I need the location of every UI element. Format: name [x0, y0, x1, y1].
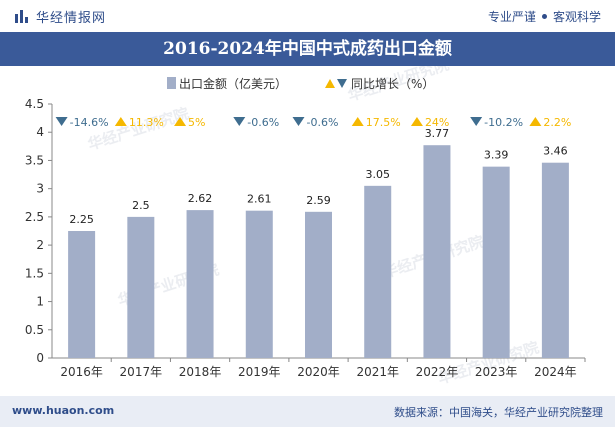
growth-label: 5%	[188, 116, 205, 129]
y-tick-label: 2	[36, 238, 44, 252]
bar	[482, 166, 510, 358]
bar-chart-icon	[14, 9, 30, 25]
x-tick-label: 2016年	[60, 365, 103, 379]
legend-bar-swatch	[167, 77, 176, 89]
bar	[541, 162, 569, 358]
x-tick-label: 2019年	[238, 365, 281, 379]
up-triangle-icon	[114, 117, 127, 126]
svg-text:华经产业研究院: 华经产业研究院	[86, 104, 191, 154]
brand: 华经情报网	[14, 7, 106, 26]
up-triangle-icon	[351, 117, 364, 126]
x-tick-label: 2018年	[179, 365, 222, 379]
down-triangle-icon	[55, 117, 68, 126]
bar-value-label: 3.46	[543, 145, 568, 158]
down-triangle-icon	[233, 117, 246, 126]
growth-label: 11.3%	[129, 116, 164, 129]
growth-label: -14.6%	[70, 116, 109, 129]
x-axis: 2016年 2017年 2018年 2019年 2020年 2021年 2022年 2023年…	[60, 358, 586, 379]
bar	[186, 210, 214, 358]
title-bar: 2016-2024年中国中式成药出口金额	[0, 32, 615, 66]
bar	[127, 216, 155, 358]
growth-label: 2.2%	[543, 116, 571, 129]
bars: 2.25 -14.6% 2.5 11.3% 2.62 5% 2.61 -0.6% 2.59 -0.…	[55, 116, 571, 358]
bar-value-label: 3.77	[425, 127, 450, 140]
y-tick-label: 3	[36, 182, 44, 196]
legend-label-amount: 出口金额（亿美元）	[179, 76, 287, 91]
up-triangle-icon	[529, 117, 542, 126]
bar	[245, 210, 273, 358]
bar	[364, 185, 392, 358]
x-tick-label: 2017年	[120, 365, 163, 379]
x-tick-label: 2023年	[475, 365, 518, 379]
tagline-right: 客观科学	[552, 10, 601, 24]
y-tick-label: 1	[36, 295, 44, 309]
y-tick-label: 4	[36, 125, 44, 139]
x-tick-label: 2022年	[416, 365, 459, 379]
legend-up-triangle-icon	[325, 79, 335, 88]
growth-label: 24%	[425, 116, 449, 129]
y-tick-label: 3.5	[25, 153, 44, 167]
y-tick-label: 2.5	[25, 210, 44, 224]
x-tick-label: 2021年	[356, 365, 399, 379]
y-tick-label: 1.5	[25, 266, 44, 280]
brand-name: 华经情报网	[36, 11, 107, 26]
bar	[305, 211, 332, 358]
bar-value-label: 3.05	[365, 168, 390, 181]
bar-value-label: 3.39	[484, 149, 509, 162]
x-tick-label: 2024年	[534, 365, 577, 379]
legend-down-triangle-icon	[337, 79, 347, 88]
y-tick-label: 0	[36, 351, 44, 365]
growth-label: 17.5%	[366, 116, 401, 129]
bar-value-label: 2.5	[132, 199, 150, 212]
bar-value-label: 2.25	[69, 213, 94, 226]
tagline: 专业严谨 客观科学	[488, 8, 601, 25]
growth-label: -0.6%	[307, 116, 339, 129]
bar	[68, 231, 96, 358]
y-tick-label: 4.5	[25, 97, 44, 111]
y-tick-label: 0.5	[25, 323, 44, 337]
growth-label: -10.2%	[484, 116, 523, 129]
bar-value-label: 2.62	[188, 192, 213, 205]
up-triangle-icon	[410, 117, 423, 126]
x-tick-label: 2020年	[297, 365, 340, 379]
source-note: 数据来源：中国海关，华经产业研究院整理	[394, 406, 603, 419]
up-triangle-icon	[174, 117, 187, 126]
down-triangle-icon	[470, 117, 483, 126]
growth-label: -0.6%	[247, 116, 279, 129]
website-link[interactable]: www.huaon.com	[12, 404, 115, 417]
dot-icon	[541, 14, 547, 19]
tagline-left: 专业严谨	[487, 10, 536, 24]
bar-value-label: 2.59	[306, 194, 331, 207]
bar-chart: 华经产业研究院 华经产业研究院 华经产业研究院 华经产业研究院 华经产业研究院 …	[25, 66, 586, 388]
top-bar: 华经情报网 专业严谨 客观科学	[0, 0, 615, 32]
chart-title: 2016-2024年中国中式成药出口金额	[163, 39, 452, 59]
down-triangle-icon	[292, 117, 305, 126]
legend: 出口金额（亿美元） 同比增长（%）	[167, 76, 434, 91]
legend-label-growth: 同比增长（%）	[351, 77, 434, 91]
footer: www.huaon.com 数据来源：中国海关，华经产业研究院整理	[0, 396, 615, 427]
bar-value-label: 2.61	[247, 193, 272, 206]
bar	[423, 145, 451, 358]
